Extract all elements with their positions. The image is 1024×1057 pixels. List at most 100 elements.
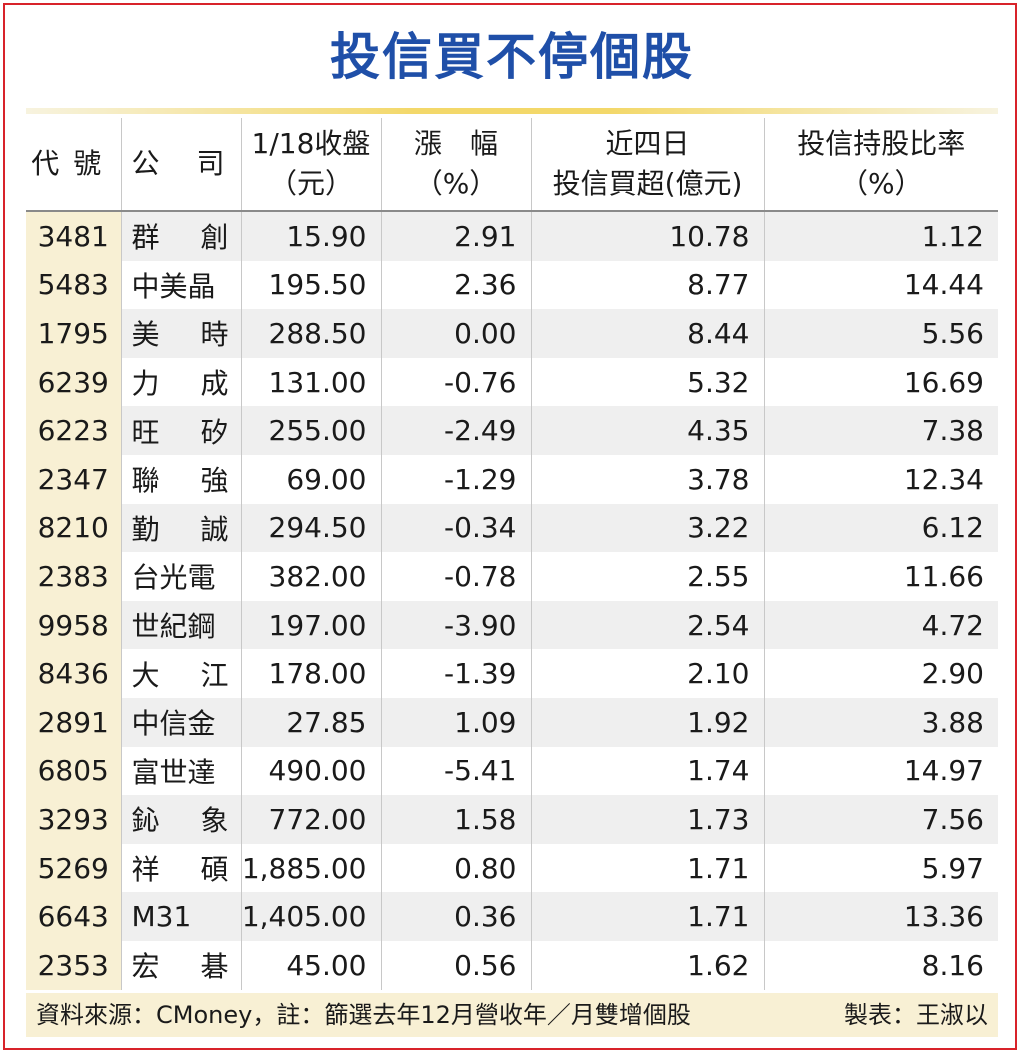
trust-net-buy: 1.73 (531, 795, 765, 844)
table-row: 2383 台光電 382.00 -0.78 2.55 11.66 (26, 552, 998, 601)
company-name-part: 旺 (131, 415, 160, 449)
price-change: -0.34 (381, 503, 532, 553)
price-change: 0.80 (381, 843, 532, 893)
company-name-part: 祥 (131, 853, 160, 887)
company-name: 台光電 (121, 552, 242, 601)
company-name: 宏碁 (121, 940, 242, 990)
trust-holding-ratio: 14.97 (903, 754, 984, 788)
company-name-part: 美 (131, 318, 160, 352)
stock-code: 5269 (26, 843, 122, 893)
header-hold-line2: （%） (839, 167, 923, 200)
header-code-label: 代號 (31, 147, 116, 180)
trust-net-buy: 8.44 (531, 309, 765, 358)
close-price: 178.00 (241, 649, 382, 698)
trust-net-buy: 5.32 (531, 357, 765, 407)
header-buy-line1: 近四日 (605, 127, 690, 160)
stock-table: 代號 公 司 1/18收盤 （元） 漲 幅 （%） 近四日 投信買超(億元) (26, 118, 998, 990)
company-name: 群創 (121, 211, 242, 261)
price-change: -1.29 (381, 454, 532, 504)
price-change: 0.36 (381, 892, 532, 941)
company-name-part: 力 (131, 367, 160, 401)
table-header-row: 代號 公 司 1/18收盤 （元） 漲 幅 （%） 近四日 投信買超(億元) (26, 118, 998, 212)
table-row: 8210 勤誠 294.50 -0.34 3.22 6.12 (26, 503, 998, 553)
close-price: 1,405.00 (241, 892, 382, 941)
header-code: 代號 (26, 118, 122, 212)
stock-code: 9958 (26, 600, 122, 650)
table-row: 6643 M31 1,405.00 0.36 1.71 13.36 (26, 892, 998, 941)
table-row: 1795 美時 288.50 0.00 8.44 5.56 (26, 309, 998, 358)
company-name: 旺矽 (121, 406, 242, 455)
trust-net-buy: 2.54 (531, 600, 765, 650)
table-row: 2347 聯強 69.00 -1.29 3.78 12.34 (26, 454, 998, 504)
outer-frame (3, 3, 1017, 1050)
company-name-part: 中美晶 (131, 269, 216, 303)
stock-code: 6643 (26, 892, 122, 941)
price-change: 1.09 (381, 697, 532, 747)
table-footer: 資料來源：CMoney，註：篩選去年12月營收年／月雙增個股 製表：王淑以 (26, 993, 998, 1037)
trust-net-buy: 1.71 (531, 892, 765, 941)
table-row: 9958 世紀鋼 197.00 -3.90 2.54 4.72 (26, 600, 998, 650)
table-row: 2891 中信金 27.85 1.09 1.92 3.88 (26, 697, 998, 747)
company-name-part: 碁 (200, 950, 229, 984)
trust-holding-ratio: 1.12 (764, 211, 998, 261)
stock-code: 2347 (26, 454, 122, 504)
price-change: -5.41 (381, 746, 532, 796)
company-name-part: 聯 (131, 464, 160, 498)
header-hold: 投信持股比率 （%） (764, 118, 998, 212)
trust-holding-ratio: 2.90 (921, 657, 984, 691)
table-row: 6805 富世達 490.00 -5.41 1.74 14.97 (26, 746, 998, 796)
company-name: M31 (121, 892, 242, 941)
trust-net-buy: 2.10 (531, 649, 765, 698)
company-name-part: 大 (131, 658, 160, 692)
price-change: 0.00 (381, 309, 532, 358)
trust-net-buy: 1.71 (531, 843, 765, 893)
title-divider (26, 108, 998, 114)
trust-holding-ratio: 13.36 (764, 892, 998, 941)
close-price: 288.50 (241, 309, 382, 358)
close-price: 294.50 (241, 503, 382, 553)
company-name-part: M31 (131, 900, 192, 934)
stock-code: 2353 (26, 940, 122, 990)
trust-net-buy: 1.92 (531, 697, 765, 747)
close-price: 69.00 (241, 454, 382, 504)
stock-code: 2891 (26, 697, 122, 747)
trust-holding-ratio: 14.44 (903, 268, 984, 302)
company-name-part: 鈊 (131, 804, 160, 838)
trust-net-buy: 3.22 (531, 503, 765, 553)
header-close-line1: 1/18收盤 (251, 127, 371, 160)
company-name-part: 勤 (131, 512, 160, 546)
company-name-part: 矽 (200, 415, 229, 449)
header-company: 公 司 (121, 118, 242, 212)
stock-code: 6805 (26, 746, 122, 796)
close-price: 197.00 (241, 600, 382, 650)
company-name-part: 宏 (131, 950, 160, 984)
stock-code: 8436 (26, 649, 122, 698)
trust-holding-ratio: 12.34 (903, 462, 984, 496)
price-change: -2.49 (381, 406, 532, 455)
company-name: 鈊象 (121, 795, 242, 844)
header-change: 漲 幅 （%） (381, 118, 532, 212)
trust-holding-ratio: 4.72 (764, 600, 998, 650)
company-name-part: 台光電 (131, 561, 216, 595)
close-price: 1,885.00 (241, 843, 382, 893)
company-name-part: 時 (200, 318, 229, 352)
trust-net-buy: 3.78 (531, 454, 765, 504)
company-name: 大江 (121, 649, 242, 698)
company-name: 富世達 (121, 746, 242, 796)
price-change: -3.90 (381, 600, 532, 650)
table-row: 3481 群創 15.90 2.91 10.78 1.12 (26, 211, 998, 261)
source-note: 資料來源：CMoney，註：篩選去年12月營收年／月雙增個股 (36, 1001, 691, 1029)
price-change: -0.78 (381, 552, 532, 601)
company-name: 美時 (121, 309, 242, 358)
price-change: 0.56 (381, 940, 532, 990)
header-hold-line1: 投信持股比率 (797, 127, 966, 160)
trust-holding-ratio: 6.12 (764, 503, 998, 553)
price-change: 2.36 (381, 260, 532, 310)
stock-code: 3293 (26, 795, 122, 844)
company-name: 祥碩 (121, 843, 242, 893)
table-row: 5483 中美晶 195.50 2.36 8.77 14.44 (26, 260, 998, 310)
stock-code: 6223 (26, 406, 122, 455)
trust-holding-ratio: 7.56 (764, 795, 998, 844)
company-name-part: 成 (200, 367, 229, 401)
trust-net-buy: 8.77 (531, 260, 765, 310)
